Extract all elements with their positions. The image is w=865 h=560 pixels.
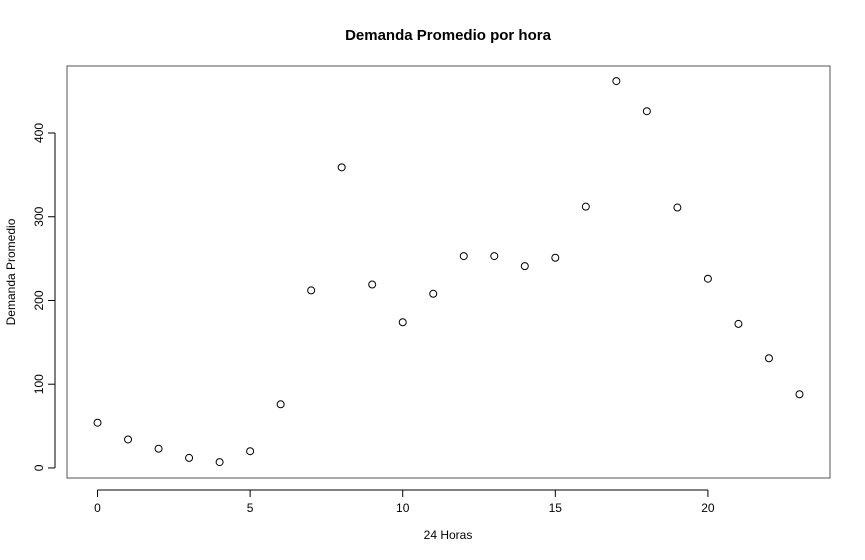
y-tick-label: 200 (32, 290, 46, 310)
y-tick-label: 0 (32, 464, 46, 471)
y-axis-label: Demanda Promedio (4, 218, 18, 325)
data-point (581, 202, 590, 211)
data-point (490, 252, 499, 261)
data-point (551, 253, 560, 262)
data-point (185, 453, 194, 462)
data-point (276, 400, 285, 409)
data-point (154, 444, 163, 453)
data-point (459, 252, 468, 261)
data-point (307, 286, 316, 295)
data-point (673, 203, 682, 212)
data-point (734, 319, 743, 328)
y-tick-label: 100 (32, 374, 46, 394)
data-point (795, 390, 804, 399)
data-point (124, 435, 133, 444)
data-point (368, 280, 377, 289)
data-point (398, 318, 407, 327)
data-point (764, 354, 773, 363)
data-point (703, 274, 712, 283)
data-point (612, 77, 621, 86)
x-axis-label: 24 Horas (424, 528, 473, 542)
x-tick-label: 15 (549, 501, 563, 515)
x-tick-label: 10 (396, 501, 410, 515)
y-tick-label: 400 (32, 123, 46, 143)
data-points (93, 77, 804, 467)
y-tick-label: 300 (32, 206, 46, 226)
x-tick-label: 20 (701, 501, 715, 515)
data-point (429, 289, 438, 298)
y-axis: 0 100 200 300 400 (32, 123, 56, 471)
chart-title: Demanda Promedio por hora (345, 27, 552, 44)
x-tick-label: 0 (94, 501, 101, 515)
data-point (337, 163, 346, 172)
x-axis: 0 5 10 15 20 (94, 489, 715, 515)
data-point (642, 107, 651, 116)
x-tick-label: 5 (247, 501, 254, 515)
data-point (520, 262, 529, 271)
data-point (93, 418, 102, 427)
data-point (246, 447, 255, 456)
plot-frame (66, 65, 831, 479)
data-point (215, 458, 224, 467)
